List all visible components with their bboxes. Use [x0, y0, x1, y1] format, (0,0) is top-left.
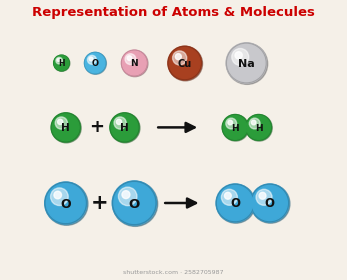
- Circle shape: [54, 55, 69, 71]
- Circle shape: [246, 115, 272, 141]
- Circle shape: [84, 52, 106, 74]
- Circle shape: [112, 181, 156, 225]
- Circle shape: [216, 184, 254, 222]
- Circle shape: [251, 184, 289, 222]
- Text: shutterstock.com · 2582705987: shutterstock.com · 2582705987: [123, 270, 224, 276]
- Text: Cu: Cu: [178, 59, 192, 69]
- Circle shape: [112, 181, 156, 225]
- Text: O: O: [92, 59, 99, 68]
- Text: N: N: [130, 59, 138, 68]
- Circle shape: [249, 118, 260, 129]
- Circle shape: [217, 184, 255, 223]
- Circle shape: [51, 188, 68, 206]
- Circle shape: [228, 120, 232, 125]
- Text: O: O: [60, 198, 71, 211]
- Circle shape: [246, 115, 271, 140]
- Circle shape: [58, 119, 63, 125]
- Circle shape: [110, 113, 139, 142]
- Circle shape: [114, 117, 126, 129]
- Circle shape: [46, 184, 85, 222]
- Circle shape: [222, 115, 248, 140]
- Circle shape: [252, 185, 287, 221]
- Circle shape: [85, 53, 107, 74]
- Text: +: +: [89, 118, 104, 136]
- Circle shape: [225, 192, 231, 199]
- Circle shape: [121, 50, 147, 76]
- Circle shape: [57, 59, 60, 61]
- Text: H: H: [120, 123, 129, 133]
- Text: Na: Na: [238, 59, 255, 69]
- Circle shape: [54, 55, 70, 71]
- Circle shape: [247, 116, 270, 139]
- Circle shape: [222, 115, 249, 141]
- Circle shape: [89, 57, 93, 61]
- Circle shape: [246, 115, 271, 140]
- Circle shape: [216, 184, 254, 222]
- Circle shape: [45, 182, 87, 224]
- Circle shape: [45, 182, 87, 224]
- Circle shape: [111, 114, 138, 141]
- Circle shape: [122, 50, 148, 77]
- Circle shape: [51, 113, 80, 142]
- Text: H: H: [255, 123, 262, 132]
- Circle shape: [118, 187, 137, 206]
- Circle shape: [259, 192, 266, 199]
- Circle shape: [110, 113, 139, 142]
- Circle shape: [116, 119, 121, 125]
- Circle shape: [222, 115, 248, 140]
- Circle shape: [235, 52, 242, 59]
- Circle shape: [232, 48, 249, 66]
- Circle shape: [251, 184, 290, 223]
- Circle shape: [54, 55, 69, 71]
- Circle shape: [114, 183, 154, 223]
- Circle shape: [122, 191, 130, 199]
- Circle shape: [221, 189, 237, 205]
- Text: Representation of Atoms & Molecules: Representation of Atoms & Molecules: [32, 6, 315, 19]
- Circle shape: [56, 57, 62, 64]
- Text: O: O: [265, 197, 275, 211]
- Text: H: H: [58, 59, 65, 68]
- Circle shape: [121, 50, 147, 76]
- Circle shape: [51, 113, 81, 143]
- Circle shape: [55, 117, 67, 129]
- Text: H: H: [231, 123, 239, 132]
- Circle shape: [228, 45, 265, 81]
- Circle shape: [84, 52, 106, 74]
- Circle shape: [45, 183, 88, 225]
- Circle shape: [110, 113, 140, 143]
- Circle shape: [125, 54, 136, 65]
- Text: O: O: [129, 198, 140, 211]
- Circle shape: [226, 118, 237, 129]
- Circle shape: [54, 56, 69, 70]
- Circle shape: [218, 185, 253, 221]
- Circle shape: [175, 53, 181, 60]
- Circle shape: [226, 43, 266, 83]
- Circle shape: [87, 55, 96, 64]
- Text: H: H: [61, 123, 70, 133]
- Circle shape: [168, 46, 203, 81]
- Circle shape: [172, 51, 187, 65]
- Circle shape: [169, 48, 200, 78]
- Circle shape: [122, 51, 146, 75]
- Circle shape: [51, 113, 80, 142]
- Circle shape: [223, 116, 247, 139]
- Circle shape: [52, 114, 79, 141]
- Circle shape: [168, 46, 202, 80]
- Circle shape: [251, 120, 256, 125]
- Circle shape: [54, 191, 61, 199]
- Text: +: +: [91, 193, 108, 213]
- Circle shape: [127, 56, 132, 60]
- Circle shape: [256, 189, 272, 205]
- Text: O: O: [230, 197, 240, 211]
- Circle shape: [226, 43, 266, 83]
- Circle shape: [113, 181, 158, 226]
- Circle shape: [168, 46, 202, 80]
- Circle shape: [251, 184, 289, 222]
- Circle shape: [85, 53, 105, 73]
- Circle shape: [227, 43, 268, 84]
